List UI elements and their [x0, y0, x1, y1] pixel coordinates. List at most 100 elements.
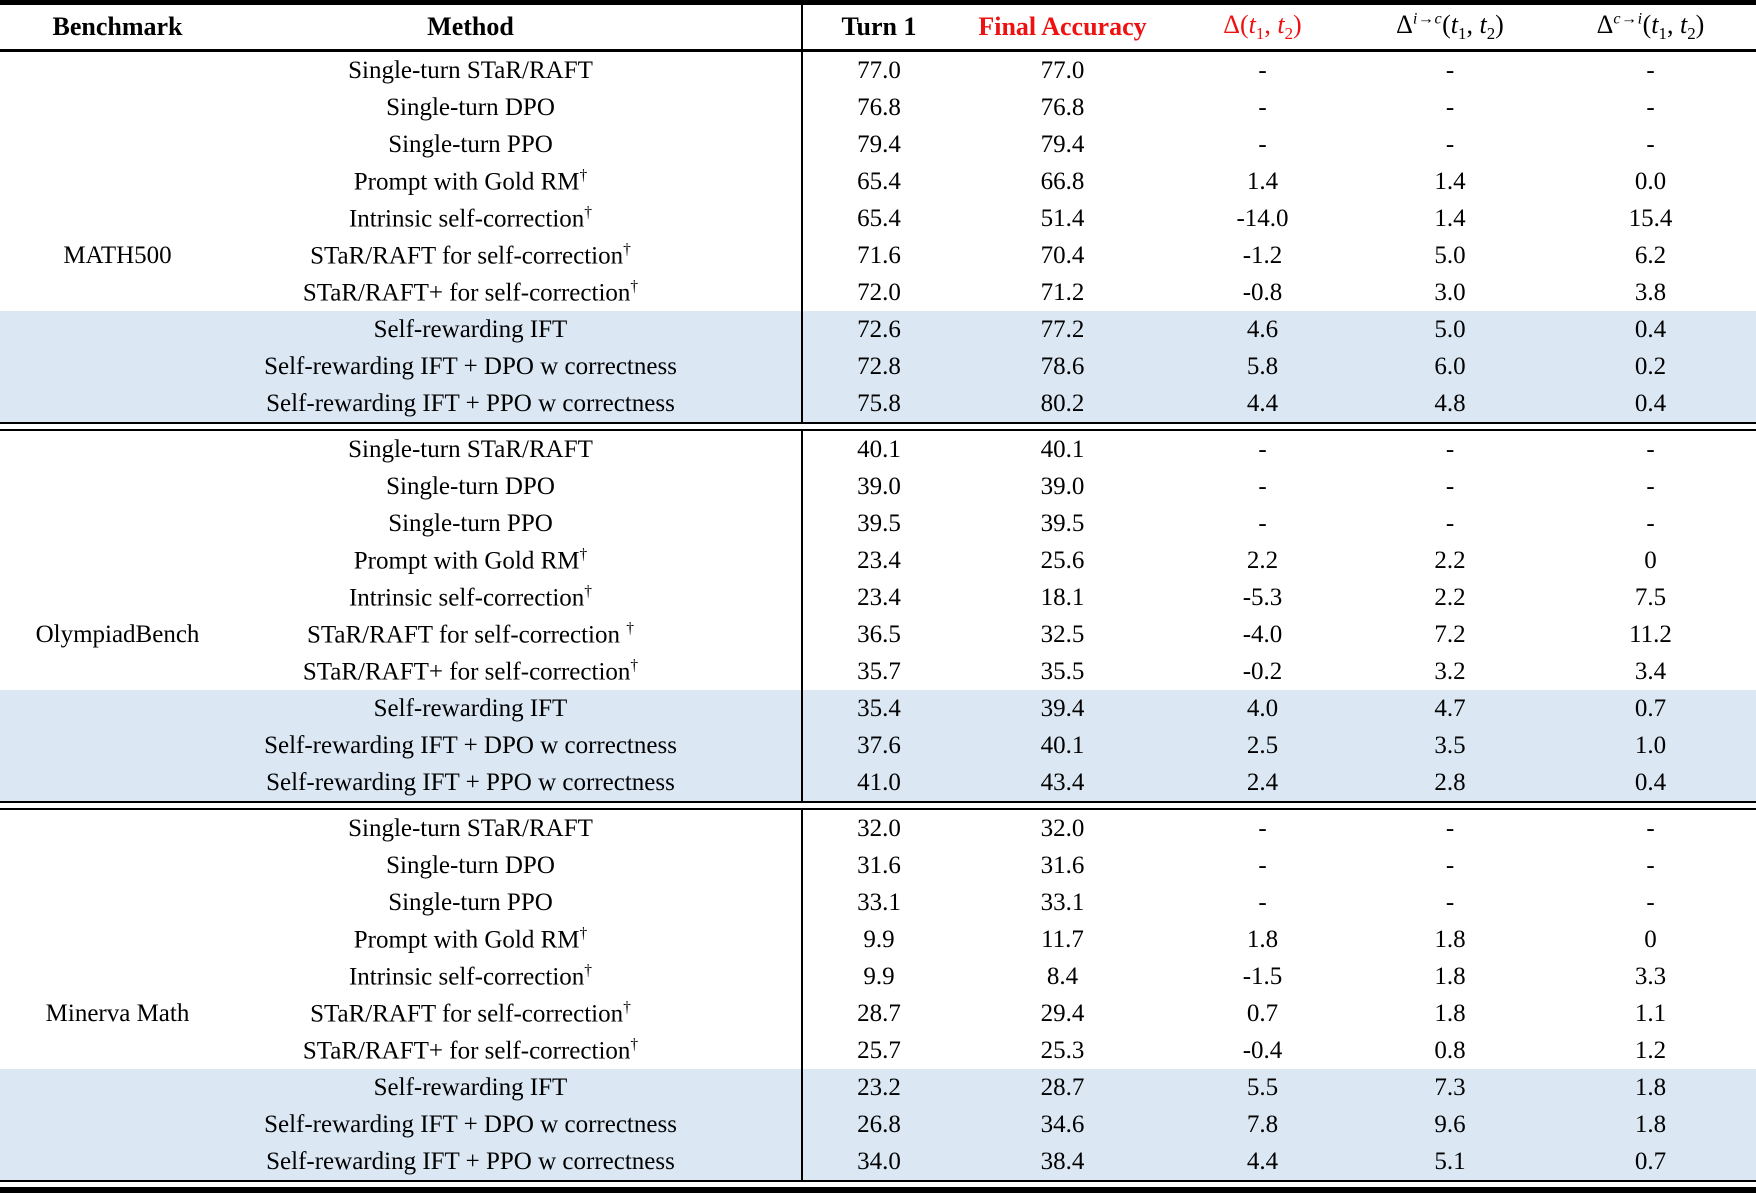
delta-ic-cell: - — [1445, 56, 1455, 84]
delta-ic-cell: 0.8 — [1434, 1036, 1466, 1064]
turn1-cell: 35.7 — [857, 657, 901, 685]
delta-ic-cell: 3.5 — [1355, 727, 1545, 764]
section-separator-rule — [0, 422, 1756, 431]
delta-ic-cell: - — [1445, 888, 1455, 916]
method-cell: STaR/RAFT+ for self-correction† — [235, 653, 803, 690]
table-row: Single-turn DPO 31.6 31.6 - - - — [0, 847, 1756, 884]
bottom-rule — [0, 1180, 1756, 1193]
delta-ci-cell: 1.1 — [1634, 999, 1667, 1027]
final-cell: 28.7 — [955, 1069, 1170, 1106]
table-row: STaR/RAFT+ for self-correction† 25.7 25.3 -… — [0, 1032, 1756, 1069]
benchmark-label — [0, 542, 235, 579]
table-row: Self-rewarding IFT 23.2 28.7 5.5 7.3 1.8 — [0, 1069, 1756, 1106]
benchmark-label — [0, 505, 235, 542]
delta-cell: 2.5 — [1170, 727, 1355, 764]
table-row: Single-turn STaR/RAFT 32.0 32.0 - - - — [0, 809, 1756, 847]
delta-ci-cell: 3.3 — [1634, 962, 1667, 990]
delta-cell: -4.0 — [1242, 620, 1283, 648]
delta-ci-cell: 1.2 — [1634, 1036, 1667, 1064]
delta-ci-cell: 15.4 — [1628, 204, 1673, 232]
turn1-cell: 72.6 — [802, 311, 955, 348]
table-row: Prompt with Gold RM† 65.4 66.8 1.4 1.4 0.0 — [0, 163, 1756, 200]
delta-cell: 2.4 — [1170, 764, 1355, 802]
delta-ci-cell: 0.0 — [1634, 167, 1667, 195]
turn1-cell: 37.6 — [802, 727, 955, 764]
final-cell: 39.0 — [1040, 472, 1085, 500]
delta-ci-cell: - — [1646, 435, 1655, 463]
final-cell: 29.4 — [1040, 999, 1085, 1027]
table-row: Single-turn PPO 33.1 33.1 - - - — [0, 884, 1756, 921]
turn1-cell: 31.6 — [857, 851, 901, 879]
benchmark-label — [0, 847, 235, 884]
method-cell: Prompt with Gold RM† — [235, 542, 803, 579]
method-cell: STaR/RAFT for self-correction† — [235, 995, 803, 1032]
benchmark-label — [0, 430, 235, 468]
delta-cell: - — [1258, 435, 1267, 463]
benchmark-label — [0, 809, 235, 847]
benchmark-label — [0, 274, 235, 311]
final-cell: 76.8 — [1040, 93, 1085, 121]
delta-cell: -0.4 — [1242, 1036, 1283, 1064]
final-cell: 40.1 — [1040, 435, 1085, 463]
turn1-cell: 32.0 — [857, 814, 901, 842]
delta-ci-cell: - — [1646, 56, 1655, 84]
final-cell: 18.1 — [1040, 583, 1085, 611]
method-cell: Single-turn DPO — [235, 847, 803, 884]
turn1-cell: 41.0 — [802, 764, 955, 802]
delta-ic-cell: 4.7 — [1355, 690, 1545, 727]
column-header-benchmark: Benchmark — [0, 2, 235, 52]
column-header-delta-ci: Δc→i(t1, t2) — [1545, 2, 1756, 52]
benchmark-label — [0, 126, 235, 163]
delta-cell: 1.4 — [1246, 167, 1279, 195]
final-cell: 70.4 — [1040, 241, 1085, 269]
delta-ci-cell: 0.2 — [1545, 348, 1756, 385]
delta-cell: - — [1258, 814, 1267, 842]
table-row: Self-rewarding IFT + PPO w correctness 41… — [0, 764, 1756, 802]
delta-cell: -5.3 — [1242, 583, 1283, 611]
delta-ic-cell: 1.4 — [1434, 167, 1466, 195]
delta-ci-cell: 0.4 — [1545, 385, 1756, 423]
delta-ic-cell: 6.0 — [1355, 348, 1545, 385]
benchmark-label — [0, 653, 235, 690]
turn1-cell: 39.0 — [857, 472, 901, 500]
turn1-cell: 28.7 — [857, 999, 901, 1027]
delta-ic-cell: - — [1445, 814, 1455, 842]
column-header-delta: Δ(t1, t2) — [1170, 2, 1355, 52]
turn1-cell: 23.2 — [802, 1069, 955, 1106]
method-cell: Single-turn STaR/RAFT — [235, 430, 803, 468]
final-cell: 33.1 — [1040, 888, 1085, 916]
delta-cell: - — [1258, 130, 1267, 158]
final-cell: 79.4 — [1040, 130, 1085, 158]
delta-ic-cell: - — [1445, 509, 1455, 537]
turn1-cell: 23.4 — [857, 546, 901, 574]
table-row: Prompt with Gold RM† 23.4 25.6 2.2 2.2 0 — [0, 542, 1756, 579]
delta-cell: -1.2 — [1242, 241, 1283, 269]
delta-cell: 4.4 — [1170, 1143, 1355, 1181]
turn1-cell: 40.1 — [857, 435, 901, 463]
delta-ic-cell: 7.2 — [1434, 620, 1466, 648]
method-cell: Single-turn PPO — [235, 884, 803, 921]
delta-ic-cell: - — [1445, 851, 1455, 879]
table-row: Intrinsic self-correction† 9.9 8.4 -1.5 1.8 3… — [0, 958, 1756, 995]
turn1-cell: 36.5 — [857, 620, 901, 648]
delta-ic-cell: 3.0 — [1434, 278, 1466, 306]
delta-ci-cell: 11.2 — [1629, 620, 1672, 648]
turn1-cell: 35.4 — [802, 690, 955, 727]
delta-ic-cell: 2.2 — [1434, 546, 1466, 574]
delta-ic-cell: - — [1445, 472, 1455, 500]
column-header-method: Method — [235, 2, 803, 52]
delta-ic-cell: 9.6 — [1355, 1106, 1545, 1143]
table-row: Minerva Math STaR/RAFT for self-correctio… — [0, 995, 1756, 1032]
delta-ic-cell: 4.8 — [1355, 385, 1545, 423]
final-cell: 71.2 — [1040, 278, 1085, 306]
final-cell: 25.6 — [1040, 546, 1085, 574]
delta-cell: - — [1258, 93, 1267, 121]
benchmark-label — [0, 348, 235, 385]
final-cell: 77.0 — [1040, 56, 1085, 84]
method-cell: Single-turn DPO — [235, 468, 803, 505]
final-cell: 77.2 — [955, 311, 1170, 348]
delta-ic-cell: 5.0 — [1434, 241, 1466, 269]
delta-cell: 0.7 — [1246, 999, 1279, 1027]
delta-ic-cell: 7.3 — [1355, 1069, 1545, 1106]
delta-ci-cell: 0.4 — [1545, 311, 1756, 348]
